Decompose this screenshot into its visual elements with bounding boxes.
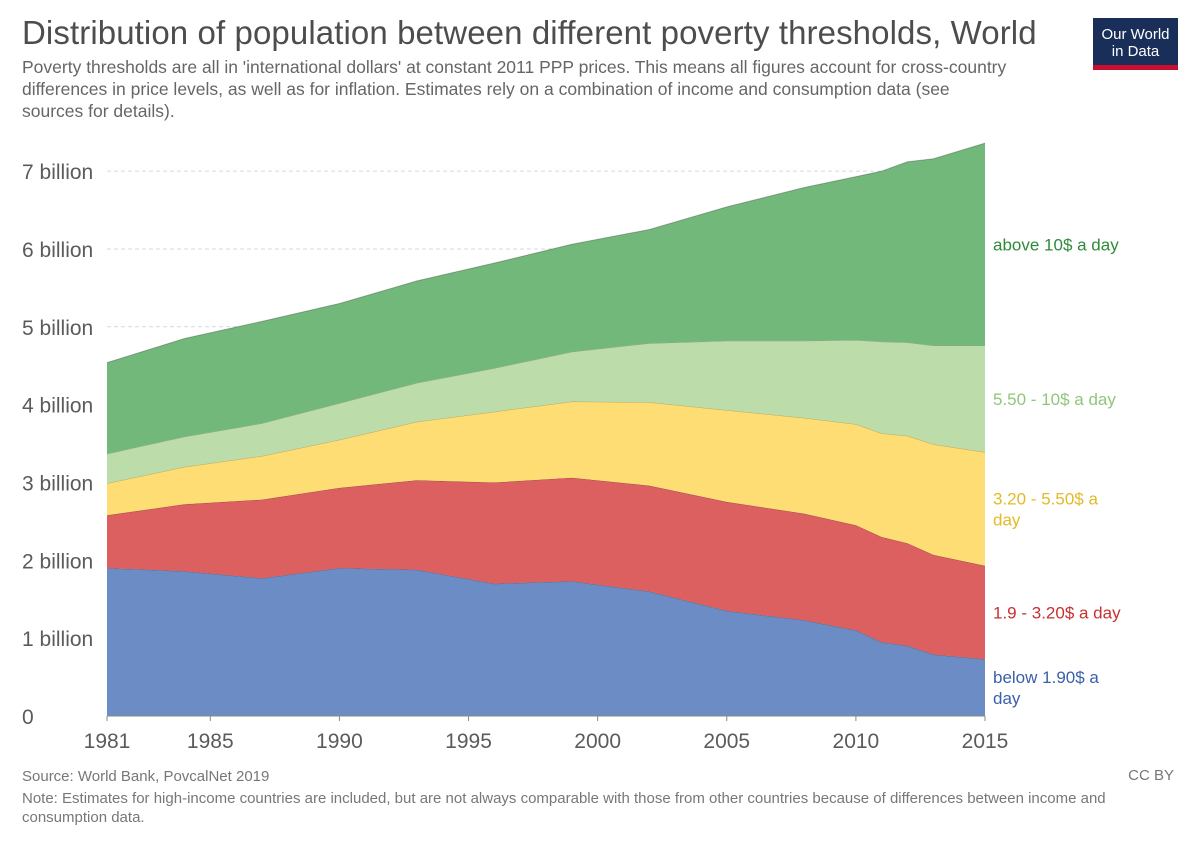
series-labels: above 10$ a day 5.50 - 10$ a day 3.20 - 5.… — [993, 235, 1121, 708]
x-tick-label: 1981 — [84, 730, 131, 753]
series-label-line: above 10$ a day — [993, 235, 1119, 254]
license-link[interactable]: CC BY — [1128, 767, 1174, 784]
series-label-5-50-10-a-day[interactable]: 5.50 - 10$ a day — [993, 390, 1116, 409]
chart-title: Distribution of population between diffe… — [22, 14, 1037, 51]
logo-line-1: Our World — [1101, 26, 1170, 43]
area-above-10-a-day[interactable] — [107, 143, 985, 454]
series-label-1-9-3-20-a-day[interactable]: 1.9 - 3.20$ a day — [993, 603, 1121, 622]
series-label-line: day — [993, 689, 1021, 708]
x-tick-label: 1990 — [316, 730, 363, 753]
footnote: Note: Estimates for high-income countrie… — [22, 790, 1106, 826]
series-label-line: 5.50 - 10$ a day — [993, 390, 1116, 409]
area-3-20-5-50-a-day[interactable] — [107, 401, 985, 566]
owid-logo[interactable]: Our World in Data — [1093, 18, 1178, 70]
x-tick-label: 1985 — [187, 730, 234, 753]
y-tick-label: 6 billion — [22, 239, 93, 262]
y-tick-label: 1 billion — [22, 628, 93, 651]
y-tick-label: 7 billion — [22, 161, 93, 184]
area-series — [106, 142, 986, 716]
area-5-50-10-a-day[interactable] — [107, 340, 985, 484]
series-label-below-1-90-a-day[interactable]: below 1.90$ a day — [993, 668, 1099, 708]
axes: 0 1 billion 2 billion 3 billion 4 billion 5 b… — [22, 161, 1008, 753]
x-tick-label: 2015 — [962, 730, 1009, 753]
x-tick-label: 2010 — [833, 730, 880, 753]
source-note: Source: World Bank, PovcalNet 2019 — [22, 768, 270, 785]
area-1-9-3-20-a-day[interactable] — [107, 477, 985, 660]
x-tick-label: 2000 — [574, 730, 621, 753]
series-label-line: day — [993, 510, 1021, 529]
series-label-line: below 1.90$ a — [993, 668, 1099, 687]
logo-line-2: in Data — [1111, 43, 1160, 60]
x-tick-label: 1995 — [445, 730, 492, 753]
y-tick-label: 0 — [22, 706, 34, 729]
x-tick-label: 2005 — [703, 730, 750, 753]
y-tick-label: 2 billion — [22, 550, 93, 573]
area-below-1-90-a-day[interactable] — [107, 568, 985, 716]
y-tick-label: 4 billion — [22, 395, 93, 418]
series-label-3-20-5-50-a-day[interactable]: 3.20 - 5.50$ a day — [993, 489, 1098, 529]
y-tick-label: 5 billion — [22, 317, 93, 340]
chart-subtitle: Poverty thresholds are all in 'internati… — [22, 57, 1007, 121]
area-edge-above-10-a-day — [106, 142, 986, 364]
series-label-line: 1.9 - 3.20$ a day — [993, 603, 1121, 622]
series-label-above-10-a-day[interactable]: above 10$ a day — [993, 235, 1119, 254]
series-label-line: 3.20 - 5.50$ a — [993, 489, 1098, 508]
y-tick-label: 3 billion — [22, 472, 93, 495]
